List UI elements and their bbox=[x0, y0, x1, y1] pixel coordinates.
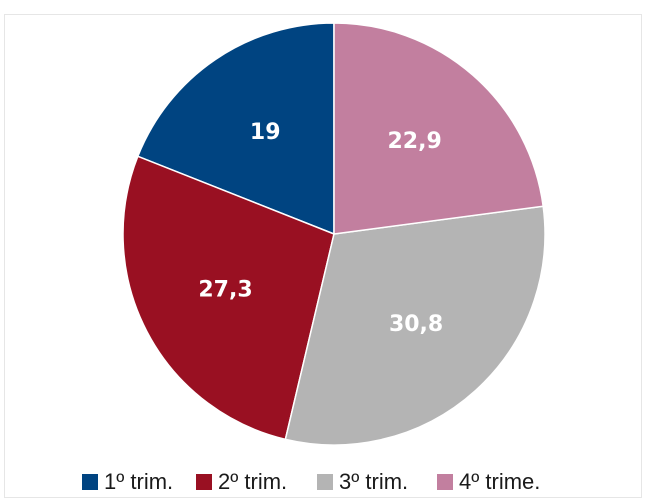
legend-label-3: 3º trim. bbox=[339, 469, 408, 494]
legend-swatch-1 bbox=[82, 474, 98, 490]
pie-slices bbox=[122, 22, 546, 446]
legend-swatch-2 bbox=[196, 474, 212, 490]
legend-label-1: 1º trim. bbox=[104, 469, 173, 494]
data-label-3: 30,8 bbox=[389, 312, 443, 337]
legend-swatch-4 bbox=[437, 474, 453, 490]
data-label-4: 22,9 bbox=[388, 129, 442, 154]
legend-label-2: 2º trim. bbox=[218, 469, 287, 494]
legend-swatch-3 bbox=[317, 474, 333, 490]
pie-slice-4 bbox=[333, 22, 545, 235]
slice-labels: 19 27,3 30,8 22,9 bbox=[198, 120, 443, 337]
legend: 1º trim. 2º trim. 3º trim. 4º trime. bbox=[82, 469, 540, 494]
pie-slice-1 bbox=[136, 22, 335, 236]
pie-slice-3 bbox=[284, 205, 546, 446]
legend-label-4: 4º trime. bbox=[459, 469, 540, 494]
data-label-2: 27,3 bbox=[198, 278, 252, 303]
data-label-1: 19 bbox=[250, 120, 281, 145]
pie-slice-2 bbox=[122, 155, 335, 441]
